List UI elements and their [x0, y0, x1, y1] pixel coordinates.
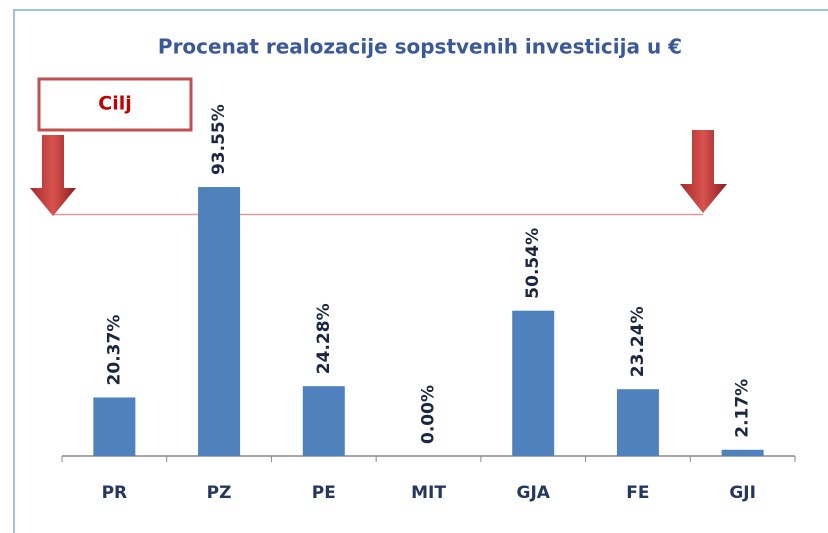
bar [721, 449, 764, 456]
arrow [680, 130, 727, 213]
x-tick-label: GJA [516, 483, 550, 503]
data-label: 23.24% [628, 306, 648, 377]
data-label: 93.55% [209, 104, 229, 175]
data-label: 2.17% [733, 379, 753, 438]
x-tick-label: PE [312, 483, 336, 503]
data-label: 24.28% [314, 303, 334, 374]
bar [302, 386, 345, 456]
x-tick-label: FE [626, 483, 649, 503]
x-tick-label: PZ [207, 483, 232, 503]
bar [198, 187, 241, 456]
x-tick-label: MIT [411, 483, 446, 503]
data-label: 50.54% [523, 228, 543, 299]
bar [616, 389, 659, 456]
frame [13, 9, 828, 533]
arrow [30, 135, 76, 216]
x-tick-label: PR [102, 483, 128, 503]
target-arrows [30, 130, 727, 216]
chart-title: Procenat realozacije sopstvenih investic… [158, 35, 682, 59]
x-tick-label: GJI [729, 483, 756, 503]
target-box [37, 77, 193, 132]
target-label: Cilj [98, 93, 131, 115]
bar [93, 397, 136, 456]
bar [512, 310, 555, 456]
data-label: 0.00% [419, 385, 439, 444]
data-label: 20.37% [104, 315, 124, 386]
